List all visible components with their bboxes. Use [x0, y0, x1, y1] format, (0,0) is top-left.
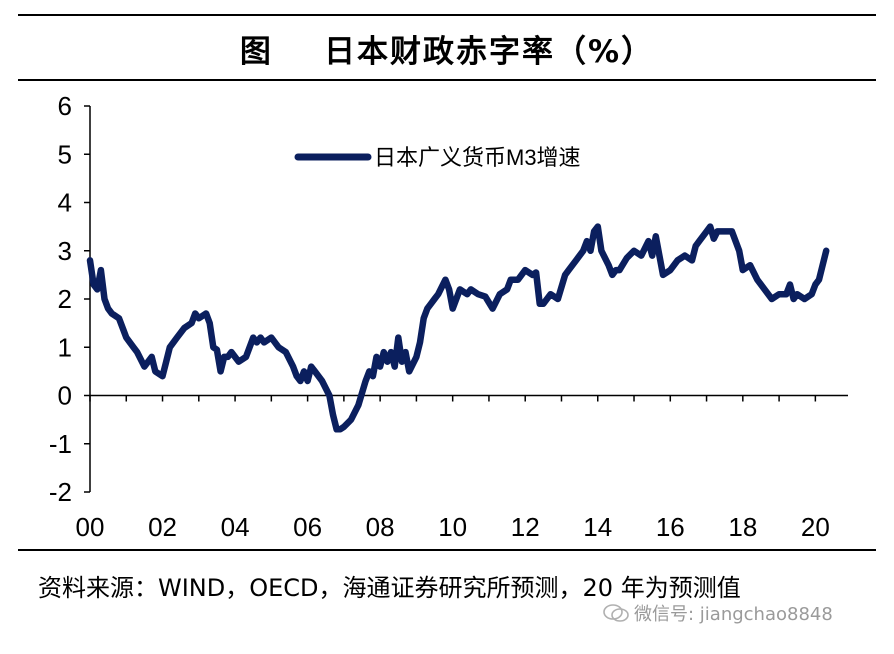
x-tick-label: 10 — [438, 512, 467, 542]
x-tick-label: 12 — [511, 512, 540, 542]
y-tick-label: 5 — [58, 139, 72, 169]
x-tick-label: 00 — [76, 512, 105, 542]
y-tick-label: 6 — [58, 91, 72, 121]
x-tick-label: 20 — [801, 512, 830, 542]
series-line — [86, 223, 830, 433]
watermark: 微信号: jiangchao8848 — [602, 600, 833, 629]
legend: 日本广义货币M3增速 — [294, 145, 581, 170]
y-tick-label: 0 — [58, 381, 72, 411]
y-tick-label: 1 — [58, 332, 72, 362]
bottom-rule — [18, 549, 876, 551]
x-tick-label: 06 — [293, 512, 322, 542]
wechat-icon — [602, 602, 630, 629]
y-tick-label: 2 — [58, 284, 72, 314]
y-tick-label: 3 — [58, 236, 72, 266]
top-rule — [18, 14, 876, 16]
watermark-text: 微信号: jiangchao8848 — [634, 604, 833, 625]
x-tick-label: 16 — [656, 512, 685, 542]
x-tick-label: 08 — [366, 512, 395, 542]
y-tick-label: -1 — [49, 429, 72, 459]
source-note: 资料来源：WIND，OECD，海通证券研究所预测，20 年为预测值 — [38, 574, 741, 602]
y-tick-label: 4 — [58, 188, 72, 218]
series-lines — [86, 223, 830, 433]
chart-axes — [84, 105, 848, 493]
y-tick-label: -2 — [49, 477, 72, 507]
x-tick-label: 04 — [221, 512, 250, 542]
legend-label: 日本广义货币M3增速 — [374, 145, 581, 170]
x-tick-label: 14 — [583, 512, 612, 542]
chart-title: 图 日本财政赤字率（%） — [239, 34, 655, 70]
title-rule — [18, 79, 876, 81]
y-tick-labels: 6 5 4 3 2 1 0 -1 -2 — [49, 91, 72, 507]
x-tick-labels: 00 02 04 06 08 10 12 14 16 18 20 — [76, 512, 830, 542]
x-tick-label: 18 — [728, 512, 757, 542]
x-tick-label: 02 — [148, 512, 177, 542]
